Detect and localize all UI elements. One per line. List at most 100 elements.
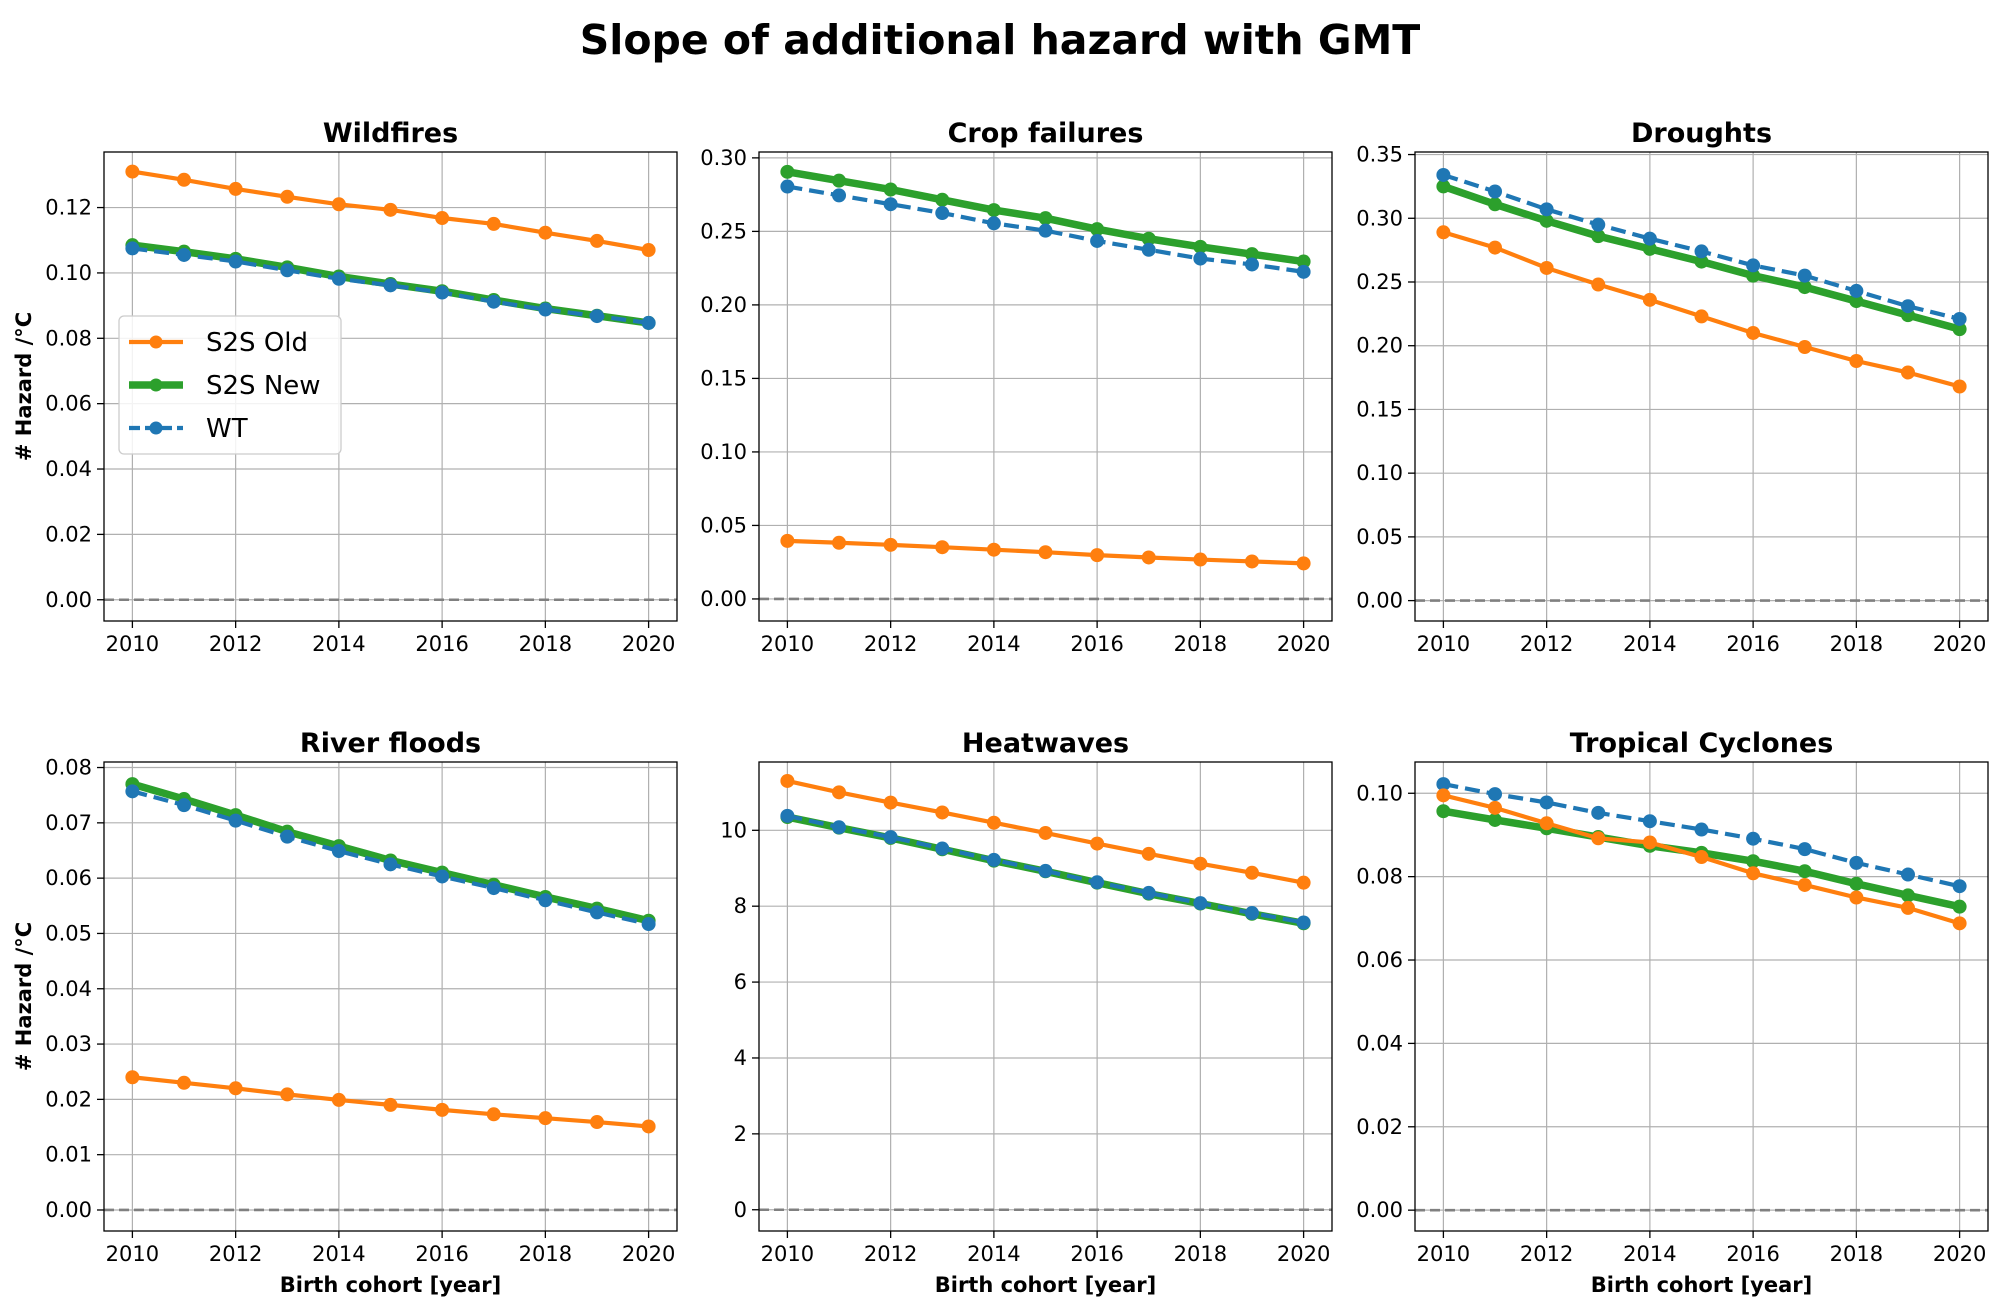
data-point-wt [1488, 787, 1503, 802]
data-point-wt [589, 905, 604, 920]
y-tick-label: 0.10 [1356, 781, 1403, 805]
data-point-s2s-old [1488, 800, 1503, 815]
y-tick-label: 0.02 [45, 1087, 92, 1111]
data-point-s2s-old [832, 535, 847, 550]
subplot-title: River floods [300, 728, 481, 759]
legend-marker-s2s-old [149, 335, 163, 349]
data-point-wt [1436, 777, 1451, 792]
x-tick-label: 2012 [1520, 632, 1573, 656]
data-point-s2s-old [331, 1092, 346, 1107]
y-tick-label: 0.00 [1356, 589, 1403, 613]
y-tick-label: 6 [734, 970, 747, 994]
data-point-s2s-new [1849, 294, 1864, 309]
data-point-s2s-old [1244, 554, 1259, 569]
data-point-wt [383, 278, 398, 293]
data-point-wt [435, 869, 450, 884]
data-point-wt [538, 893, 553, 908]
x-tick-label: 2020 [622, 1242, 675, 1266]
legend-marker-s2s-new [149, 378, 163, 392]
y-tick-label: 0.04 [45, 977, 92, 1001]
y-tick-label: 0.08 [45, 756, 92, 780]
data-point-s2s-old [1539, 816, 1554, 831]
data-point-s2s-old [589, 1115, 604, 1130]
y-tick-label: 0.06 [1356, 948, 1403, 972]
y-tick-label: 0.05 [45, 921, 92, 945]
data-point-s2s-old [1694, 309, 1709, 324]
data-point-wt [177, 798, 192, 813]
data-point-s2s-old [1436, 788, 1451, 803]
data-point-s2s-old [986, 815, 1001, 830]
data-point-s2s-old [1436, 225, 1451, 240]
data-point-s2s-old [1797, 877, 1812, 892]
data-point-s2s-old [641, 1119, 656, 1134]
data-point-s2s-old [1488, 240, 1503, 255]
data-point-wt [1193, 251, 1208, 266]
y-tick-label: 0.10 [700, 440, 747, 464]
data-point-s2s-old [1539, 260, 1554, 275]
data-point-s2s-old [1797, 339, 1812, 354]
data-point-wt [1090, 875, 1105, 890]
data-point-s2s-new [1090, 222, 1105, 237]
data-point-wt [1746, 258, 1761, 273]
data-point-s2s-old [125, 164, 140, 179]
data-point-wt [331, 271, 346, 286]
data-point-s2s-old [589, 233, 604, 248]
y-tick-label: 0.12 [45, 196, 92, 220]
x-tick-label: 2016 [415, 1242, 468, 1266]
data-point-wt [331, 844, 346, 859]
data-point-s2s-new [1244, 247, 1259, 262]
data-point-wt [935, 206, 950, 221]
data-point-s2s-old [228, 1081, 243, 1096]
y-tick-label: 0.07 [45, 811, 92, 835]
x-tick-label: 2018 [1174, 632, 1227, 656]
data-point-s2s-old [641, 243, 656, 258]
x-tick-label: 2014 [1623, 632, 1676, 656]
data-point-wt [780, 808, 795, 823]
y-tick-label: 0.02 [1356, 1115, 1403, 1139]
data-point-s2s-new [1797, 864, 1812, 879]
y-tick-label: 0.00 [45, 588, 92, 612]
data-point-wt [435, 285, 450, 300]
data-point-s2s-old [1900, 365, 1915, 380]
data-point-wt [641, 315, 656, 330]
x-tick-label: 2020 [1933, 632, 1986, 656]
x-tick-label: 2018 [519, 632, 572, 656]
data-point-wt [1090, 233, 1105, 248]
data-point-s2s-old [1591, 277, 1606, 292]
data-point-s2s-new [1141, 231, 1156, 246]
x-tick-label: 2010 [106, 632, 159, 656]
data-point-s2s-old [986, 542, 1001, 557]
data-point-s2s-new [1952, 899, 1967, 914]
data-point-s2s-new [1296, 254, 1311, 269]
x-tick-label: 2014 [312, 632, 365, 656]
data-point-s2s-new [1488, 812, 1503, 827]
data-point-s2s-new [780, 164, 795, 179]
data-point-wt [1952, 879, 1967, 894]
y-tick-label: 0.30 [1356, 206, 1403, 230]
plot-frame [758, 761, 1333, 1232]
data-point-s2s-new [1591, 229, 1606, 244]
y-tick-label: 0.01 [45, 1143, 92, 1167]
y-tick-label: 0.04 [1356, 1031, 1403, 1055]
data-point-wt [125, 784, 140, 799]
data-point-wt [1296, 264, 1311, 279]
y-tick-label: 0.08 [1356, 865, 1403, 889]
data-point-s2s-old [1642, 292, 1657, 307]
data-point-wt [1797, 842, 1812, 857]
x-tick-label: 2018 [519, 1242, 572, 1266]
data-point-s2s-old [1193, 856, 1208, 871]
data-point-s2s-old [1746, 325, 1761, 340]
data-point-s2s-old [1849, 354, 1864, 369]
x-tick-label: 2012 [864, 632, 917, 656]
x-tick-label: 2012 [1520, 1242, 1573, 1266]
x-tick-label: 2014 [312, 1242, 365, 1266]
data-point-s2s-old [486, 1107, 501, 1122]
data-point-s2s-old [1642, 835, 1657, 850]
data-point-s2s-old [383, 1097, 398, 1112]
data-point-wt [1193, 896, 1208, 911]
y-tick-label: 10 [720, 818, 747, 842]
data-point-s2s-new [1642, 241, 1657, 256]
data-point-wt [1849, 283, 1864, 298]
x-tick-label: 2016 [1070, 632, 1123, 656]
